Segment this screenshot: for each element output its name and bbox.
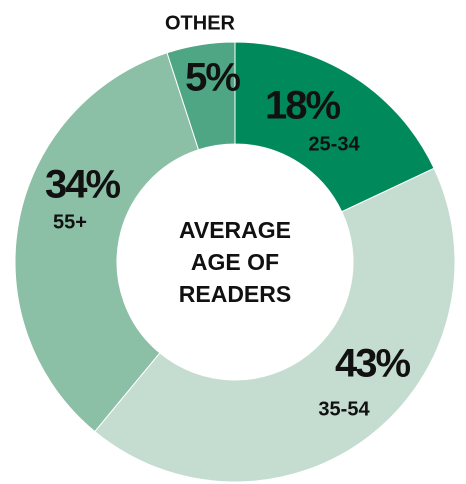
donut-segment xyxy=(94,167,456,483)
center-text: READERS xyxy=(179,281,291,307)
center-text: AGE OF xyxy=(191,249,279,275)
donut-segment xyxy=(234,41,435,213)
value-label: 34% xyxy=(45,163,120,207)
donut-segment xyxy=(14,52,200,433)
category-label: OTHER xyxy=(165,12,236,34)
value-label: 18% xyxy=(265,84,340,128)
center-text: AVERAGE xyxy=(179,217,291,243)
value-label: 43% xyxy=(335,342,410,386)
donut-segment xyxy=(166,41,236,151)
category-label: 25-34 xyxy=(308,133,360,155)
value-label: 5% xyxy=(185,56,240,100)
category-label: 35-54 xyxy=(318,398,370,420)
category-label: 55+ xyxy=(53,211,87,233)
